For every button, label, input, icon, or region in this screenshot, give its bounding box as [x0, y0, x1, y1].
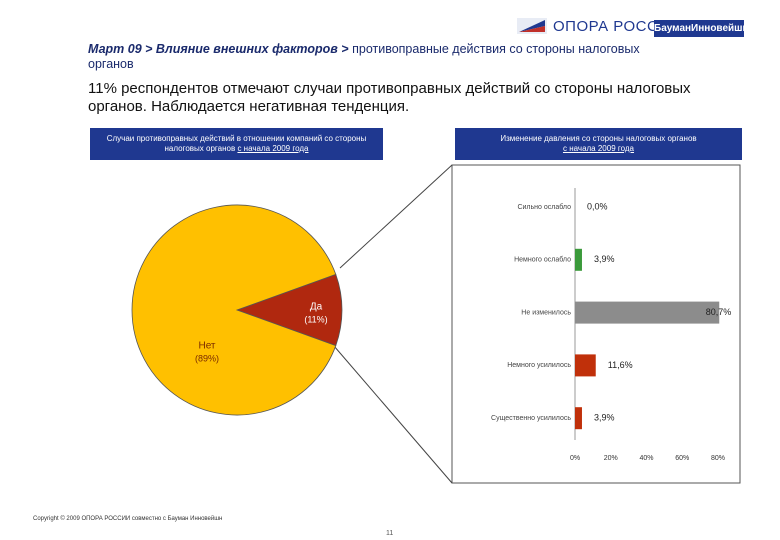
category-label: Существенно усилилось — [491, 415, 571, 422]
x-tick-label: 80% — [711, 455, 725, 462]
summary: 11% респондентов отмечают случаи противо… — [88, 80, 691, 115]
chart-title-box: Случаи противоправных действий в отношен… — [90, 128, 383, 160]
slice-label: Нет — [198, 341, 215, 352]
pie-slice — [131, 204, 337, 416]
chart-title-period: с начала 2009 года — [237, 144, 309, 153]
category-label: Не изменилось — [521, 309, 571, 316]
bar — [575, 354, 596, 377]
logo-text: ОПОРА РОССИИ — [553, 18, 681, 35]
page-number: 11 — [386, 530, 394, 537]
breadcrumb: Март 09 > Влияние внешних факторов > про… — [88, 42, 688, 72]
value-label: 0,0% — [587, 201, 608, 211]
chart-title: Случаи противоправных действий в отношен… — [106, 134, 367, 153]
value-label: 80,7% — [706, 307, 732, 317]
slice-value-label: (89%) — [195, 353, 219, 363]
category-label: Немного ослабло — [514, 256, 571, 264]
bar — [575, 301, 720, 324]
logo-partner: БауманИнновейшн — [654, 20, 749, 37]
bar — [575, 407, 582, 430]
breadcrumb-topic: противоправные действия со стороны налог… — [88, 42, 640, 71]
value-label: 3,9% — [594, 254, 615, 264]
slice-value-label: (11%) — [304, 314, 327, 324]
connector — [333, 345, 453, 484]
connector — [339, 164, 453, 269]
footer: Copyright © 2009 ОПОРА РОССИИ совместно … — [33, 516, 223, 522]
x-tick-label: 60% — [675, 455, 689, 462]
category-label: Сильно ослабло — [517, 203, 571, 211]
logo-emblem — [519, 26, 545, 32]
x-tick-label: 40% — [639, 455, 653, 462]
breadcrumb-main: Март 09 > Влияние внешних факторов > — [88, 42, 349, 56]
x-tick-label: 20% — [604, 455, 618, 462]
pie-slice — [235, 273, 343, 347]
bar-chart-frame — [451, 164, 741, 484]
bar — [575, 248, 582, 271]
value-label: 11,6% — [608, 360, 633, 370]
logo-emblem — [519, 20, 545, 32]
value-label: 3,9% — [594, 413, 615, 423]
x-tick-label: 0% — [570, 455, 580, 462]
chart-title: Изменение давления со стороны налоговых … — [500, 134, 697, 143]
category-label: Немного усилилось — [507, 362, 571, 369]
chart-title-box: Изменение давления со стороны налоговых … — [455, 128, 742, 160]
chart-title-period: с начала 2009 года — [562, 144, 635, 153]
slice-label: Да — [310, 302, 323, 313]
